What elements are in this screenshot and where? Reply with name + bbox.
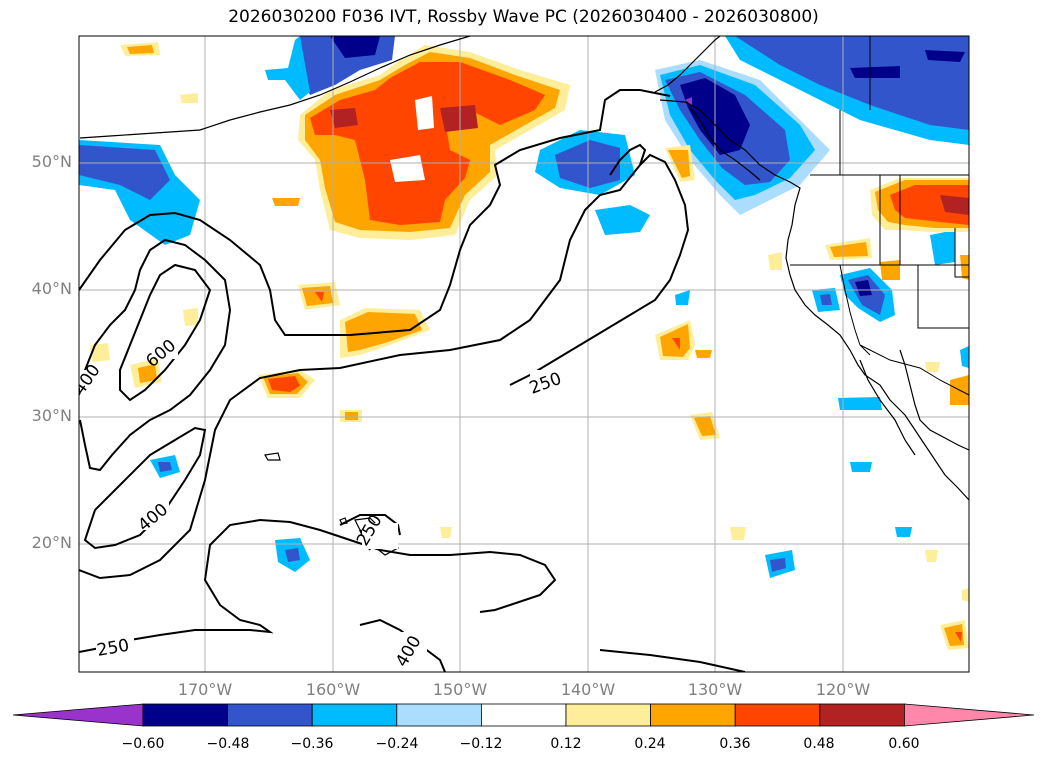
lon-label: 140°W (560, 680, 616, 699)
negative-anomaly-regions (79, 36, 969, 578)
colorbar-tick-label: −0.36 (290, 736, 334, 752)
colorbar-swatch (396, 703, 482, 727)
colorbar-swatch (480, 703, 567, 727)
colorbar-tick-label: 0.60 (888, 736, 920, 752)
colorbar-tick-label: −0.60 (121, 736, 165, 752)
colorbar (12, 703, 1035, 727)
lat-label: 50°N (31, 152, 72, 171)
lon-label: 170°W (177, 680, 233, 699)
colorbar-swatch (227, 703, 313, 727)
lon-label: 150°W (432, 680, 488, 699)
lat-label: 30°N (31, 406, 72, 425)
map-frame (78, 35, 970, 673)
colorbar-swatch (565, 703, 651, 727)
colorbar-tick-label: 0.24 (634, 736, 666, 752)
map-plot: 400 600 250 400 250 250 400 (79, 36, 969, 672)
contour-labels: 400 600 250 400 250 250 400 (79, 336, 570, 671)
colorbar-swatch (142, 703, 228, 727)
political-borders (790, 36, 969, 396)
colorbar-tick-label: −0.24 (375, 736, 419, 752)
colorbar-extend-max (904, 703, 1035, 727)
lon-label: 120°W (815, 680, 871, 699)
positive-anomaly-regions (90, 42, 969, 650)
colorbar-swatch (650, 703, 736, 727)
coastlines (79, 36, 969, 556)
map-title: 2026030200 F036 IVT, Rossby Wave PC (202… (228, 7, 819, 27)
colorbar-tick-label: 0.36 (719, 736, 751, 752)
colorbar-tick-label: −0.48 (206, 736, 250, 752)
colorbar-tick-label: 0.12 (550, 736, 582, 752)
colorbar-swatch (819, 703, 905, 727)
colorbar-swatch (734, 703, 821, 727)
lat-label: 40°N (31, 279, 72, 298)
lat-label: 20°N (31, 533, 72, 552)
lon-label: 130°W (687, 680, 743, 699)
contour-lines (79, 89, 746, 672)
colorbar-swatch (311, 703, 398, 727)
colorbar-extend-min (12, 703, 144, 727)
lon-label: 160°W (305, 680, 361, 699)
colorbar-tick-label: −0.12 (459, 736, 503, 752)
colorbar-tick-label: 0.48 (803, 736, 835, 752)
